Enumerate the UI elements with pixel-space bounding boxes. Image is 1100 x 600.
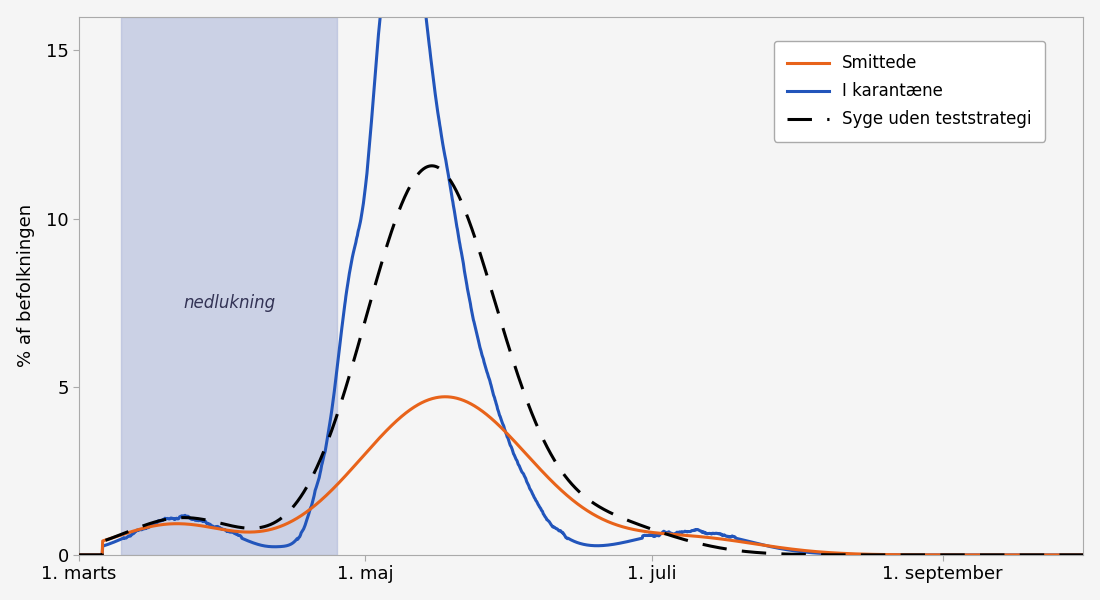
- I karantæne: [1047, 551, 1060, 559]
- I karantæne: [535, 506, 548, 514]
- Text: nedlukning: nedlukning: [184, 293, 275, 311]
- I karantæne: [1077, 551, 1090, 559]
- Syge uden teststrategi: [1048, 551, 1062, 559]
- Smittede: [864, 551, 877, 558]
- Smittede: [73, 551, 86, 559]
- Line: Syge uden teststrategi: Syge uden teststrategi: [79, 166, 1084, 555]
- Syge uden teststrategi: [1077, 551, 1090, 559]
- Syge uden teststrategi: [123, 527, 136, 535]
- I karantæne: [561, 535, 574, 542]
- I karantæne: [864, 551, 877, 559]
- Line: I karantæne: I karantæne: [79, 0, 1084, 555]
- Smittede: [561, 493, 574, 500]
- Bar: [121, 17, 338, 555]
- Smittede: [123, 529, 136, 536]
- I karantæne: [73, 551, 86, 559]
- Smittede: [439, 393, 452, 400]
- Smittede: [1047, 551, 1060, 559]
- Smittede: [535, 467, 548, 474]
- Syge uden teststrategi: [73, 551, 86, 559]
- I karantæne: [1048, 551, 1062, 559]
- Syge uden teststrategi: [561, 476, 574, 483]
- Smittede: [1077, 551, 1090, 559]
- Line: Smittede: Smittede: [79, 397, 1084, 555]
- Syge uden teststrategi: [535, 431, 548, 439]
- I karantæne: [123, 533, 136, 540]
- Syge uden teststrategi: [1047, 551, 1060, 559]
- Syge uden teststrategi: [425, 162, 438, 169]
- Syge uden teststrategi: [864, 551, 877, 559]
- Legend: Smittede, I karantæne, Syge uden teststrategi: Smittede, I karantæne, Syge uden teststr…: [773, 41, 1045, 142]
- Smittede: [1048, 551, 1062, 559]
- Y-axis label: % af befolkningen: % af befolkningen: [16, 204, 35, 367]
